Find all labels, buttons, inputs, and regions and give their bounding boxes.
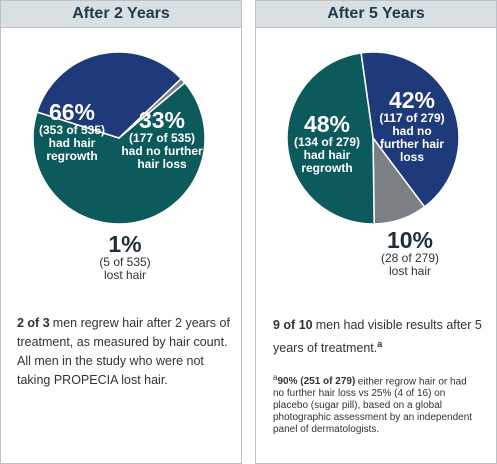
slice-value: 10% xyxy=(386,227,434,253)
panel: After 5 Years xyxy=(255,0,497,464)
footnote-text: either regrow hair or had no further hai… xyxy=(273,376,473,436)
note-bold: 9 of 10 xyxy=(273,318,313,332)
slice-value: 48% xyxy=(303,111,351,137)
slice-label: 42% (117 of 279) had no further hair loss xyxy=(372,88,452,164)
slice-category: had hair regrowth xyxy=(46,136,98,163)
slice-category: had hair regrowth xyxy=(301,148,353,175)
note: 2 of 3 men regrew hair after 2 years of t… xyxy=(17,314,232,390)
slice-value: 33% xyxy=(138,107,186,133)
slice-value: 66% xyxy=(48,99,96,125)
note-sup: a xyxy=(377,339,383,349)
slice-value: 42% xyxy=(388,87,436,113)
panel-title: After 5 Years xyxy=(256,1,496,28)
slice-count: (134 of 279) xyxy=(293,135,361,149)
slice-category: lost hair xyxy=(388,264,432,278)
slice-label: 10% (28 of 279) lost hair xyxy=(365,228,455,278)
slice-category: had no further hair loss xyxy=(121,144,203,171)
slice-category: lost hair xyxy=(103,268,147,282)
slice-count: (5 of 535) xyxy=(99,255,151,269)
footnote-bold: 90% (251 of 279) xyxy=(277,376,356,388)
footnote-sup: a xyxy=(273,373,278,382)
panel-title: After 2 Years xyxy=(1,1,241,28)
pie-slice xyxy=(118,77,186,139)
note-bold: 2 of 3 xyxy=(17,316,50,330)
pie-slice xyxy=(32,81,206,225)
slice-count: (353 of 535) xyxy=(38,123,106,137)
pie-slice xyxy=(360,51,460,208)
slice-value: 1% xyxy=(108,231,142,257)
slice-category: had no further hair loss xyxy=(379,124,444,164)
note-text: men had visible results after 5 years of… xyxy=(273,318,482,356)
slice-count: (177 of 535) xyxy=(128,131,196,145)
note: 9 of 10 men had visible results after 5 y… xyxy=(273,316,483,358)
note-text: men regrew hair after 2 years of treatme… xyxy=(17,316,230,387)
slice-label: 33% (177 of 535) had no further hair loss xyxy=(120,108,205,171)
slice-label: 66% (353 of 535) had hair regrowth xyxy=(32,100,112,163)
pie-slice xyxy=(36,51,183,139)
slice-count: (28 of 279) xyxy=(380,251,440,265)
slice-count: (117 of 279) xyxy=(379,111,445,125)
pie-slice xyxy=(286,51,375,225)
footnote: a90% (251 of 279) either regrow hair or h… xyxy=(273,372,478,436)
slice-label: 1% (5 of 535) lost hair xyxy=(80,232,170,282)
slice-label: 48% (134 of 279) had hair regrowth xyxy=(287,112,367,175)
